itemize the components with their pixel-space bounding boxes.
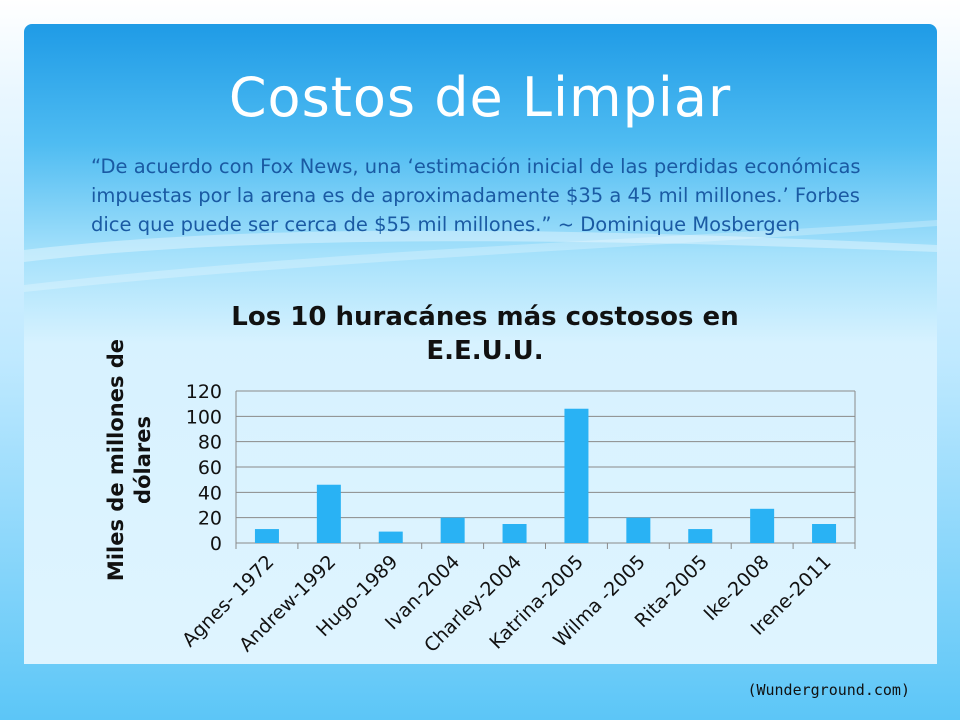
y-tick-label: 0: [210, 533, 222, 555]
y-tick-layer: 0 20 40 60 80 100 120: [186, 381, 222, 555]
y-tick-label: 40: [198, 482, 222, 504]
x-tick-layer: Agnes- 1972Andrew-1992Hugo-1989Ivan-2004…: [178, 551, 835, 657]
chart-title: Los 10 huracánes más costosos en E.E.U.U…: [231, 302, 739, 366]
source-credit: (Wunderground.com): [747, 681, 910, 699]
bar-9: [750, 508, 775, 543]
y-tick-label: 60: [198, 457, 222, 479]
bar-8: [688, 529, 713, 543]
bar-7: [626, 517, 651, 543]
y-tick-label: 100: [186, 406, 222, 428]
y-tick-label: 120: [186, 381, 222, 403]
y-tick-label: 80: [198, 432, 222, 454]
title-banner: [24, 24, 937, 664]
y-tick-label: 20: [198, 508, 222, 530]
bar-10: [812, 524, 837, 543]
bar-2: [316, 484, 341, 543]
bar-4: [440, 517, 465, 543]
bar-3: [378, 531, 403, 543]
slide-title: Costos de Limpiar: [228, 66, 732, 129]
bar-1: [254, 529, 279, 543]
quote-text: “De acuerdo con Fox News, una ‘estimació…: [91, 155, 861, 236]
bar-5: [502, 524, 527, 543]
bar-6: [564, 408, 589, 543]
bar-layer: [254, 408, 837, 543]
